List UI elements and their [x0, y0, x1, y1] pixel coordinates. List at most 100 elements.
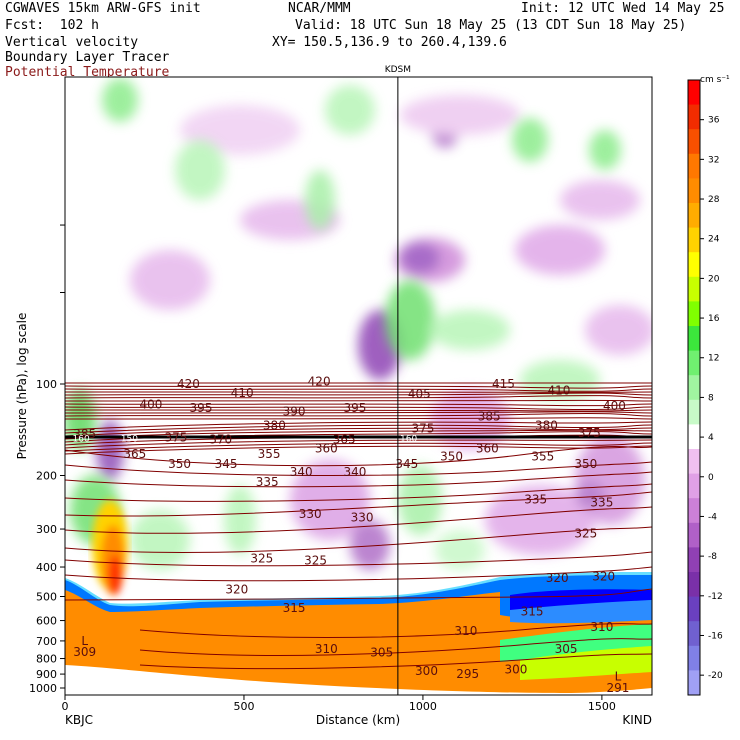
theta-label: 375	[578, 426, 601, 440]
theta-label: 315	[283, 601, 306, 615]
theta-label: 325	[250, 552, 273, 566]
colorbar-swatch	[688, 301, 700, 327]
y-tick-label: 600	[36, 615, 57, 628]
header-line3-right: XY= 150.5,136.9 to 260.4,139.6	[272, 35, 507, 50]
theta-label: 370	[209, 432, 232, 446]
theta-label: 410	[547, 383, 570, 397]
theta-contour	[65, 388, 652, 392]
theta-label: 320	[546, 571, 569, 585]
tropopause-label: 150	[121, 435, 138, 445]
theta-label: 380	[535, 419, 558, 433]
theta-label: 330	[351, 511, 374, 525]
theta-label: 310	[590, 620, 613, 634]
theta-label: 385	[73, 427, 96, 441]
theta-contour	[139, 638, 652, 656]
theta-contour	[65, 406, 652, 410]
theta-label: 415	[492, 377, 515, 391]
theta-contour	[65, 403, 652, 407]
x-axis-label: Distance (km)	[316, 713, 400, 727]
colorbar-tick-label: 16	[708, 314, 720, 324]
colorbar-tick-label: 24	[708, 235, 720, 245]
colorbar-swatch	[688, 80, 700, 106]
theta-label: 305	[370, 646, 393, 660]
colorbar-swatch	[688, 326, 700, 352]
theta-label: 310	[454, 624, 477, 638]
header-line5-left: Potential Temperature	[5, 65, 170, 80]
theta-contour	[65, 491, 652, 517]
header-line1-right: Init: 12 UTC Wed 14 May 25	[521, 1, 725, 16]
theta-label: 325	[304, 553, 327, 567]
theta-contour	[65, 412, 652, 417]
colorbar-swatch	[688, 424, 700, 450]
colorbar-tick-label: 32	[708, 155, 719, 165]
colorbar-swatch	[688, 547, 700, 573]
theta-contour	[65, 445, 652, 467]
colorbar-swatch	[688, 645, 700, 671]
colorbar-tick-label: -8	[708, 552, 717, 562]
theta-label: 410	[231, 386, 254, 400]
colorbar-swatch	[688, 276, 700, 302]
theta-contour	[139, 653, 652, 670]
colorbar-swatch	[688, 227, 700, 253]
theta-label: 335	[590, 495, 613, 509]
header-line1-left: CGWAVES 15km ARW-GFS init	[5, 1, 201, 16]
theta-label: 360	[476, 442, 499, 456]
theta-label: 335	[524, 493, 547, 507]
theta-contour	[65, 442, 652, 452]
theta-contour	[65, 506, 652, 534]
theta-contour	[65, 409, 652, 412]
colorbar-swatch	[688, 375, 700, 401]
theta-label: 395	[343, 401, 366, 415]
theta-label: 365	[333, 432, 356, 446]
theta-contour	[65, 392, 652, 396]
theta-label: 355	[531, 449, 554, 463]
theta-label: 380	[263, 419, 286, 433]
theta-contour	[65, 424, 652, 434]
theta-label: 320	[225, 583, 248, 597]
colorbar-tick-label: 36	[708, 116, 720, 126]
theta-label: 360	[315, 442, 338, 456]
x-tick-label: 0	[62, 700, 69, 713]
colorbar-tick-label: 4	[708, 433, 714, 443]
header-line1-mid: NCAR/MMM	[288, 1, 351, 16]
theta-label: 420	[308, 374, 331, 388]
theta-label: 350	[574, 457, 597, 471]
theta-contour	[65, 526, 652, 553]
theta-label: 325	[574, 526, 597, 540]
colorbar-tick-label: -20	[708, 671, 723, 681]
theta-label: 305	[555, 642, 578, 656]
theta-contour	[65, 461, 652, 476]
theta-label: 405	[408, 387, 431, 401]
theta-contour	[139, 623, 652, 638]
theta-label: 350	[440, 449, 463, 463]
x-axis: 0 500 1000 1500	[62, 695, 616, 713]
theta-contour	[65, 421, 652, 431]
theta-label: 420	[177, 377, 200, 391]
colorbar-swatch	[688, 498, 700, 524]
theta-label: 295	[456, 667, 479, 681]
colorbar: 36 32 28 24 20 16 12 8 4 0 -4 -8 -12 -16 -20	[687, 79, 723, 696]
colorbar-swatch	[688, 104, 700, 130]
tropopause-label: 160	[400, 435, 417, 445]
x-tick-label: 500	[233, 700, 254, 713]
theta-label: 350	[168, 457, 191, 471]
colorbar-tick-label: 20	[708, 274, 720, 284]
theta-label: 330	[299, 507, 322, 521]
theta-contour	[65, 417, 652, 420]
theta-label: 340	[343, 465, 366, 479]
theta-label: 345	[395, 457, 418, 471]
y-tick-label: 500	[36, 590, 57, 603]
theta-label: 390	[283, 404, 306, 418]
right-station-label: KIND	[622, 713, 652, 727]
theta-label: 320	[592, 570, 615, 584]
theta-label: 310	[315, 642, 338, 656]
colorbar-tick-label: 12	[708, 354, 719, 364]
colorbar-tick-label: -4	[708, 512, 717, 522]
theta-contour	[65, 399, 652, 402]
theta-label: 300	[415, 664, 438, 678]
theta-contour	[65, 429, 652, 440]
theta-contour	[65, 483, 652, 502]
low-marker: L	[615, 669, 622, 683]
theta-contours	[65, 382, 652, 670]
y-tick-label: 300	[36, 523, 57, 536]
